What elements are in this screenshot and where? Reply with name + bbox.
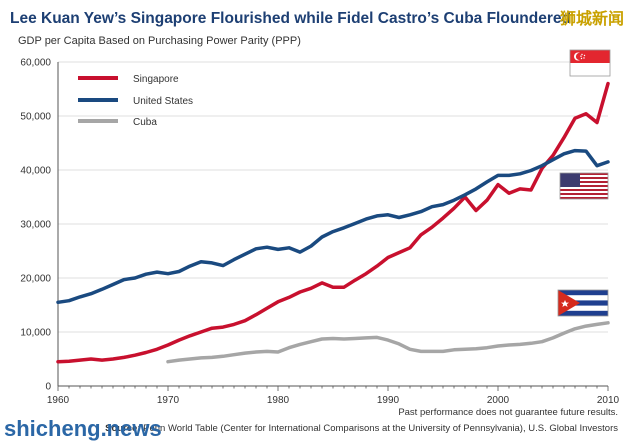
y-tick-label: 60,000 — [20, 58, 51, 69]
singapore-flag-icon — [569, 49, 611, 77]
y-tick-label: 0 — [45, 382, 51, 393]
x-tick-label: 1980 — [267, 395, 290, 406]
flag-stripe — [560, 193, 608, 195]
y-axis: 0 10,000 20,000 30,000 40,000 50,000 60,000 — [20, 58, 59, 393]
y-tick-label: 40,000 — [20, 166, 51, 177]
disclaimer-note: Past performance does not guarantee futu… — [398, 407, 618, 418]
flag-stripe — [560, 173, 608, 175]
source-text: Penn World Table (Center for Internation… — [143, 423, 618, 434]
flag-stripe — [560, 189, 608, 191]
x-tick-label: 1960 — [47, 395, 70, 406]
flag-stripe — [560, 177, 608, 179]
watermark-chinese: 狮城新闻 — [559, 9, 624, 28]
y-tick-label: 30,000 — [20, 220, 51, 231]
series-line-singapore — [56, 81, 610, 364]
x-tick-label: 1990 — [377, 395, 400, 406]
legend-label-cuba: Cuba — [133, 117, 157, 128]
legend: Singapore United States Cuba — [78, 74, 193, 128]
legend-label-united-states: United States — [133, 96, 193, 107]
chart-title: Lee Kuan Yew’s Singapore Flourished whil… — [10, 10, 571, 27]
x-axis: 1960 1970 1980 1990 2000 2010 — [47, 386, 620, 406]
cuba-flag-icon — [557, 289, 609, 317]
flag-stripe — [560, 197, 608, 199]
x-tick-label: 2010 — [597, 395, 620, 406]
x-tick-label: 2000 — [487, 395, 510, 406]
source-label: Source: — [105, 423, 140, 434]
chart-subtitle: GDP per Capita Based on Purchasing Power… — [18, 35, 301, 47]
usa-flag-icon — [559, 172, 609, 200]
y-tick-label: 10,000 — [20, 328, 51, 339]
legend-label-singapore: Singapore — [133, 74, 179, 85]
flag-stripe — [560, 181, 608, 183]
series-layer — [56, 81, 610, 364]
flag-stripe — [560, 185, 608, 187]
watermark-site: shicheng.news — [4, 416, 162, 441]
x-tick-label: 1970 — [157, 395, 180, 406]
series-line-cuba — [166, 321, 610, 364]
y-tick-label: 50,000 — [20, 112, 51, 123]
series-line-united-states — [56, 148, 610, 305]
gridlines — [58, 61, 608, 387]
source-note: Source: Penn World Table (Center for Int… — [105, 423, 618, 434]
y-tick-label: 20,000 — [20, 274, 51, 285]
